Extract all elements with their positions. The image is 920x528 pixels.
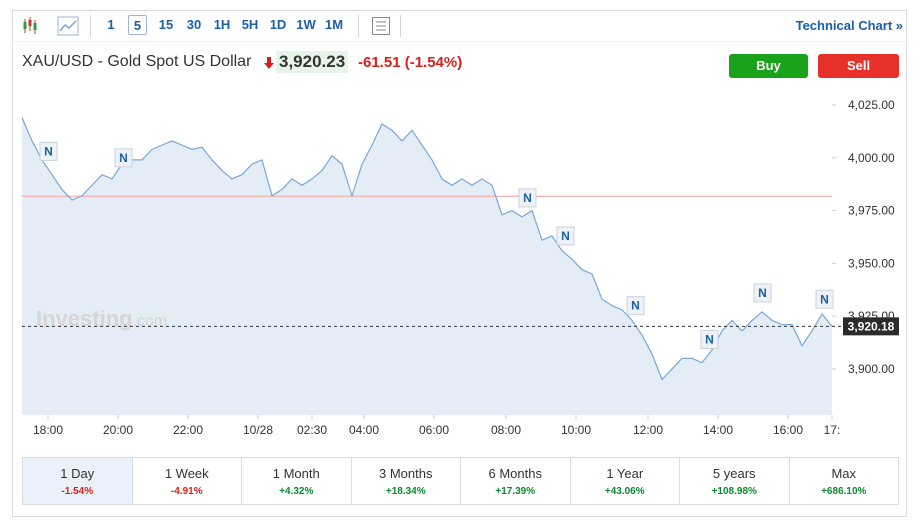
separator	[90, 15, 91, 37]
y-tick-label: 3,900.00	[848, 362, 895, 376]
period-change: +686.10%	[821, 486, 867, 497]
x-tick-label: 02:30	[297, 423, 327, 437]
sell-button[interactable]: Sell	[818, 54, 899, 78]
instrument-title: XAU/USD - Gold Spot US Dollar	[22, 53, 252, 70]
change-value: -61.51	[358, 54, 401, 71]
price-chart: Investing.com3,900.003,925.003,950.003,9…	[21, 97, 899, 437]
interval-button[interactable]: 5	[128, 15, 147, 35]
period-change: +43.06%	[604, 486, 645, 497]
news-marker-label: N	[758, 286, 767, 300]
y-tick-label: 3,975.00	[848, 204, 895, 218]
chart-type-icons[interactable]	[20, 15, 80, 37]
news-marker-label: N	[561, 229, 570, 243]
period-name: 1 Year	[606, 466, 644, 481]
period-name: 5 years	[712, 466, 756, 481]
period-tab[interactable]: 1 Month +4.32%	[241, 457, 352, 505]
interval-button[interactable]: 1D	[269, 17, 287, 32]
period-change: -1.54%	[61, 486, 94, 497]
period-name: 1 Day	[60, 466, 95, 481]
y-tick-label: 3,950.00	[848, 256, 895, 270]
period-name: 6 Months	[488, 466, 542, 481]
news-marker-label: N	[705, 332, 714, 346]
change-percent: (-1.54%)	[404, 54, 463, 71]
period-tab[interactable]: 1 Week -4.91%	[131, 457, 242, 505]
news-marker-label: N	[523, 191, 532, 205]
period-change: +108.98%	[711, 486, 757, 497]
interval-button[interactable]: 15	[158, 17, 174, 32]
period-tab[interactable]: Max +686.10%	[788, 457, 899, 505]
interval-button[interactable]: 5H	[241, 17, 259, 32]
period-change: +18.34%	[385, 486, 426, 497]
news-marker	[700, 329, 719, 349]
interval-button[interactable]: 1M	[324, 17, 344, 32]
settings-icon[interactable]	[371, 16, 391, 36]
separator	[358, 15, 359, 37]
period-change: -4.91%	[170, 486, 203, 497]
interval-button[interactable]: 1	[107, 17, 115, 32]
period-tab[interactable]: 1 Day -1.54%	[22, 457, 133, 505]
watermark-suffix: .com	[133, 313, 168, 330]
separator	[400, 15, 401, 37]
interval-button[interactable]: 1W	[296, 17, 316, 32]
news-marker	[815, 289, 834, 309]
period-change: +17.39%	[495, 486, 536, 497]
x-tick-label: 10/28	[243, 423, 273, 437]
frame	[12, 10, 907, 517]
interval-button[interactable]: 30	[186, 17, 202, 32]
change: -61.51 (-1.54%)	[358, 54, 462, 71]
news-marker	[114, 148, 133, 168]
x-tick-label: 17:	[824, 423, 841, 437]
x-tick-label: 06:00	[419, 423, 449, 437]
period-name: 1 Week	[164, 466, 209, 481]
period-tab[interactable]: 5 years +108.98%	[679, 457, 790, 505]
x-tick-label: 12:00	[633, 423, 663, 437]
news-marker-label: N	[119, 151, 128, 165]
x-tick-label: 22:00	[173, 423, 203, 437]
period-change: +4.32%	[279, 486, 314, 497]
last-price-label: 3,920.18	[848, 319, 895, 333]
news-marker	[556, 226, 575, 246]
period-name: 3 Months	[379, 466, 433, 481]
x-tick-label: 14:00	[703, 423, 733, 437]
news-marker-label: N	[44, 144, 53, 158]
x-tick-label: 16:00	[773, 423, 803, 437]
news-marker	[518, 188, 537, 208]
interval-button[interactable]: 1H	[213, 17, 231, 32]
news-marker	[753, 283, 772, 303]
watermark-brand: Investing	[36, 306, 133, 331]
x-tick-label: 08:00	[491, 423, 521, 437]
price-line	[21, 117, 833, 381]
period-tab[interactable]: 6 Months +17.39%	[460, 457, 571, 505]
news-marker-label: N	[820, 292, 829, 306]
price: 3,920.23	[276, 51, 349, 73]
last-price-box	[843, 317, 899, 336]
technical-chart-link[interactable]: Technical Chart »	[795, 18, 903, 33]
area-fill	[22, 117, 832, 415]
period-name: 1 Month	[272, 466, 320, 481]
period-tab[interactable]: 1 Year +43.06%	[569, 457, 680, 505]
down-arrow	[264, 57, 274, 69]
news-marker	[39, 141, 58, 161]
y-tick-label: 4,025.00	[848, 98, 895, 112]
x-tick-label: 04:00	[349, 423, 379, 437]
x-tick-label: 18:00	[33, 423, 63, 437]
news-marker	[626, 296, 645, 316]
x-tick-label: 20:00	[103, 423, 133, 437]
period-tab[interactable]: 3 Months +18.34%	[350, 457, 461, 505]
period-name: Max	[831, 466, 857, 481]
news-marker-label: N	[631, 299, 640, 313]
y-tick-label: 4,000.00	[848, 151, 895, 165]
buy-button[interactable]: Buy	[729, 54, 808, 78]
x-tick-label: 10:00	[561, 423, 591, 437]
